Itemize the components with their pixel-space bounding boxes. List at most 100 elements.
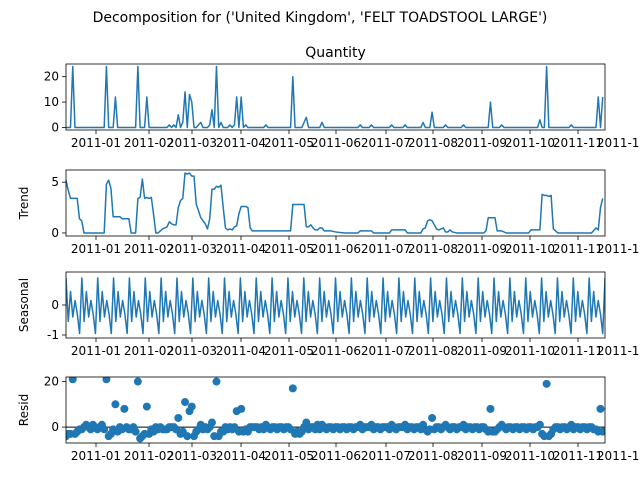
x-tick-label: 2011-01: [71, 344, 121, 358]
y-tick-label: 20: [44, 70, 59, 84]
resid-point: [142, 402, 151, 411]
x-tick-label: 2011-03: [167, 344, 217, 358]
resid-point: [100, 425, 109, 434]
resid-point: [207, 418, 216, 427]
plot-area-observed: [66, 65, 604, 129]
resid-point: [111, 400, 120, 409]
resid-point: [535, 420, 544, 429]
plot-area-resid: [66, 377, 605, 443]
x-tick-label: 2011-04: [216, 344, 266, 358]
x-tick-label: 2011-10: [505, 449, 555, 463]
x-tick-label: 2011-12: [597, 242, 640, 256]
observed-series-line: [66, 65, 604, 129]
x-tick-label: 2011-02: [124, 344, 174, 358]
x-tick-label: 2011-07: [361, 242, 411, 256]
y-tick-label: 0: [51, 420, 59, 434]
resid-point: [212, 377, 221, 386]
y-tick-label: 0: [51, 298, 59, 312]
x-tick-label: 2011-11: [553, 449, 603, 463]
y-tick-label: 0: [51, 120, 59, 134]
resid-point: [174, 413, 183, 422]
axes-frame-observed: [65, 63, 606, 131]
panel-title: Quantity: [305, 45, 366, 61]
x-tick-label: 2011-06: [311, 242, 361, 256]
y-tick-label: 5: [51, 175, 59, 189]
resid-point: [181, 398, 190, 407]
x-tick-label: 2011-01: [71, 136, 121, 150]
seasonal-series-line: [66, 277, 605, 335]
x-tick-label: 2011-08: [408, 242, 458, 256]
resid-point: [133, 377, 142, 386]
x-tick-label: 2011-12: [597, 449, 640, 463]
x-tick-label: 2011-07: [361, 344, 411, 358]
x-tick-label: 2011-02: [124, 242, 174, 256]
x-tick-label: 2011-02: [124, 136, 174, 150]
x-tick-label: 2011-01: [71, 449, 121, 463]
resid-point: [288, 384, 297, 393]
x-tick-label: 2011-08: [408, 136, 458, 150]
plot-area-seasonal: [66, 277, 605, 335]
x-tick-label: 2011-09: [457, 449, 507, 463]
figure-suptitle: Decomposition for ('United Kingdom', 'FE…: [93, 10, 548, 26]
x-tick-label: 2011-10: [505, 242, 555, 256]
y-tick-label: 10: [44, 95, 59, 109]
resid-point: [542, 379, 551, 388]
resid-point: [68, 377, 77, 384]
y-axis-label: Resid: [17, 394, 31, 426]
x-tick-label: 2011-08: [408, 344, 458, 358]
trend-series-line: [66, 172, 604, 234]
x-tick-label: 2011-11: [553, 242, 603, 256]
x-tick-label: 2011-12: [597, 136, 640, 150]
resid-point: [486, 404, 495, 413]
x-tick-label: 2011-05: [264, 136, 314, 150]
x-tick-label: 2011-07: [361, 136, 411, 150]
resid-point: [131, 427, 140, 436]
x-tick-label: 2011-04: [216, 242, 266, 256]
x-tick-label: 2011-11: [553, 344, 603, 358]
x-tick-label: 2011-08: [408, 449, 458, 463]
x-tick-label: 2011-09: [457, 242, 507, 256]
x-tick-label: 2011-09: [457, 344, 507, 358]
x-tick-label: 2011-06: [311, 344, 361, 358]
x-tick-label: 2011-07: [361, 449, 411, 463]
resid-point: [102, 377, 111, 384]
y-tick-label: 20: [44, 375, 59, 389]
x-tick-label: 2011-01: [71, 242, 121, 256]
x-tick-label: 2011-03: [167, 136, 217, 150]
plot-area-trend: [66, 172, 604, 234]
y-tick-label: -1: [47, 328, 59, 342]
x-tick-label: 2011-09: [457, 136, 507, 150]
axes-frame-resid: [65, 376, 606, 444]
axes-frame-trend: [65, 169, 606, 237]
y-tick-label: 0: [51, 226, 59, 240]
x-tick-label: 2011-05: [264, 242, 314, 256]
resid-point: [596, 404, 605, 413]
x-tick-label: 2011-11: [553, 136, 603, 150]
x-tick-label: 2011-02: [124, 449, 174, 463]
resid-point: [187, 402, 196, 411]
resid-point: [428, 413, 437, 422]
panel-observed: 0 10 20 2011-01 2011-022011-032011-042011-05…: [44, 45, 640, 150]
resid-point: [183, 432, 192, 441]
x-tick-label: 2011-10: [505, 136, 555, 150]
x-tick-label: 2011-12: [597, 344, 640, 358]
x-tick-label: 2011-10: [505, 344, 555, 358]
y-axis-label: Trend: [17, 187, 31, 221]
x-tick-label: 2011-05: [264, 344, 314, 358]
resid-point: [237, 404, 246, 413]
x-tick-label: 2011-04: [216, 136, 266, 150]
resid-point: [598, 427, 605, 436]
x-tick-label: 2011-04: [216, 449, 266, 463]
y-axis-label: Seasonal: [17, 278, 31, 332]
x-tick-label: 2011-03: [167, 449, 217, 463]
x-tick-label: 2011-06: [311, 449, 361, 463]
x-tick-label: 2011-06: [311, 136, 361, 150]
resid-point: [120, 404, 129, 413]
x-tick-label: 2011-03: [167, 242, 217, 256]
x-tick-label: 2011-05: [264, 449, 314, 463]
